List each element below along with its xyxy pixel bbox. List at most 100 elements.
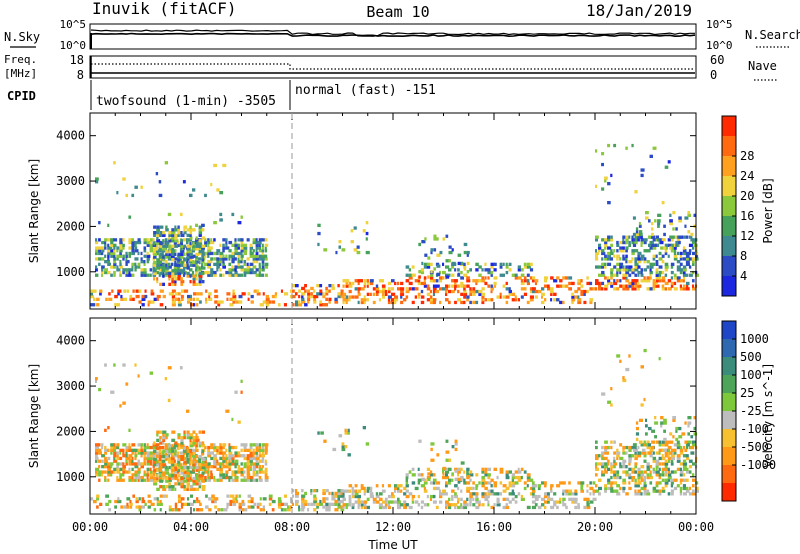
data-cell [207, 454, 211, 458]
data-cell [649, 465, 653, 469]
data-cell [405, 273, 409, 277]
data-cell [95, 445, 99, 450]
data-cell [685, 281, 690, 286]
data-cell [622, 249, 625, 253]
data-cell [243, 262, 247, 266]
data-cell [201, 262, 204, 266]
data-cell [174, 297, 179, 301]
data-cell [180, 476, 184, 481]
data-cell [481, 503, 485, 507]
data-cell [348, 494, 351, 499]
data-cell [201, 457, 206, 461]
data-cell [601, 273, 606, 277]
data-cell [217, 300, 222, 304]
data-cell [190, 502, 194, 506]
data-cell [426, 467, 431, 471]
data-cell [252, 454, 255, 458]
data-cell [243, 251, 247, 256]
data-cell [143, 240, 148, 245]
data-cell [331, 494, 335, 498]
data-cell [432, 486, 437, 491]
data-cell [635, 227, 639, 231]
data-cell [238, 294, 243, 299]
data-cell [654, 219, 657, 223]
data-cell [219, 448, 223, 452]
data-cell [692, 257, 696, 261]
data-cell [258, 470, 262, 474]
data-cell [496, 503, 501, 507]
data-cell [258, 262, 261, 266]
data-cell [595, 279, 599, 283]
data-cell [595, 265, 600, 269]
data-cell [692, 440, 696, 444]
data-cell [164, 260, 168, 264]
data-cell [287, 505, 290, 509]
data-cell [628, 459, 632, 463]
data-cell [207, 462, 211, 466]
data-cell [663, 224, 666, 228]
data-cell [652, 238, 657, 242]
data-cell [387, 500, 392, 504]
data-cell [110, 249, 114, 253]
data-cell [663, 448, 668, 452]
data-cell [692, 251, 696, 256]
data-cell [195, 252, 200, 256]
data-cell [445, 467, 450, 471]
data-cell [622, 376, 625, 380]
x-axis-label: Time UT [367, 538, 418, 552]
data-cell [228, 462, 233, 466]
data-cell [669, 432, 673, 436]
data-cell [198, 244, 203, 248]
data-cell [356, 245, 360, 249]
data-cell [667, 445, 672, 450]
data-cell [651, 243, 654, 247]
data-cell [231, 257, 235, 261]
data-cell [667, 492, 671, 496]
data-cell [589, 492, 592, 496]
data-cell [595, 489, 600, 493]
data-cell [295, 292, 298, 296]
data-cell [613, 451, 617, 455]
data-cell [180, 479, 183, 483]
data-cell [529, 295, 534, 299]
data-cell [394, 300, 397, 305]
data-cell [162, 233, 166, 237]
data-cell [397, 489, 401, 493]
data-cell [427, 477, 431, 481]
data-cell [628, 354, 631, 358]
data-cell [201, 479, 205, 483]
data-cell [143, 470, 146, 474]
data-cell [490, 265, 494, 269]
data-cell [475, 300, 479, 305]
data-cell [553, 500, 557, 504]
data-cell [661, 478, 665, 482]
data-cell [114, 303, 119, 307]
data-cell [592, 489, 596, 493]
data-cell [176, 243, 180, 247]
data-cell [138, 508, 142, 512]
data-cell [661, 462, 666, 466]
data-cell [168, 236, 171, 240]
data-cell [255, 254, 259, 258]
data-cell [634, 249, 639, 253]
data-cell [589, 486, 594, 491]
data-cell [177, 231, 181, 235]
data-cell [544, 279, 547, 283]
data-cell [173, 240, 178, 245]
data-cell [171, 508, 175, 512]
data-cell [147, 303, 150, 307]
data-cell [228, 249, 232, 253]
data-cell [214, 499, 217, 504]
data-cell [466, 295, 470, 299]
data-cell [237, 221, 242, 225]
data-cell [631, 251, 635, 256]
data-cell [170, 445, 174, 450]
data-cell [146, 240, 151, 245]
data-cell [667, 470, 671, 474]
data-cell [198, 482, 202, 486]
data-cell [213, 443, 216, 447]
data-cell [201, 465, 206, 470]
data-cell [448, 300, 451, 305]
data-cell [322, 497, 327, 501]
data-cell [155, 251, 159, 256]
